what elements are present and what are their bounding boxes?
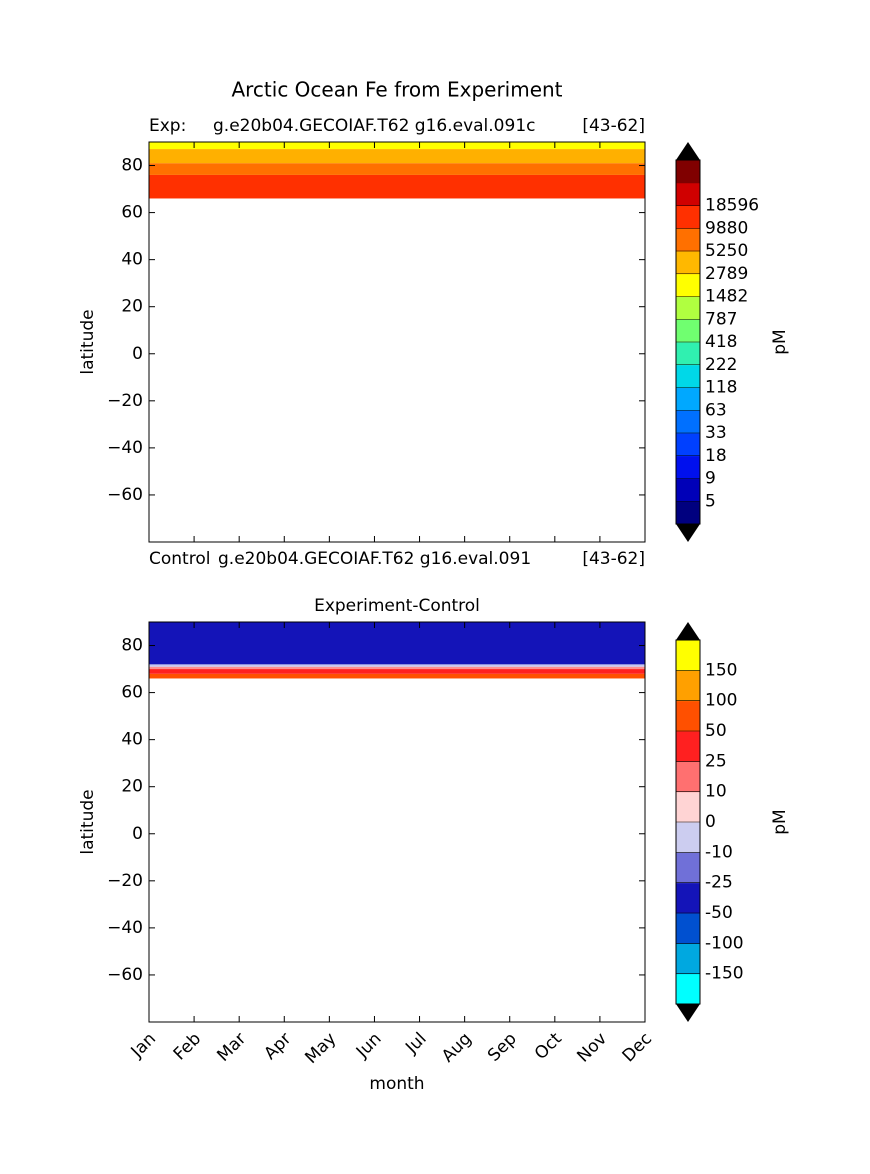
colorbar-tick-label: 150 [705,660,737,680]
y-axis-label: latitude [78,789,98,854]
colorbar-segment [676,342,700,366]
colorbar-segment [676,943,700,975]
contour-band [149,673,645,679]
contour-band [149,669,645,674]
colorbar-segment [676,913,700,944]
colorbar-segment [676,640,700,671]
y-tick-label: −60 [107,485,143,505]
colorbar-segment [676,205,700,229]
y-tick-label: 80 [121,636,143,656]
colorbar-tick-label: 9 [705,469,716,489]
colorbar-segment [676,160,700,184]
colorbar-tick-label: 25 [705,751,727,771]
colorbar-tick-label: 100 [705,691,737,711]
y-tick-label: 0 [132,824,143,844]
colorbar-tick-label: 5250 [705,241,748,261]
colorbar-segment [676,731,700,762]
colorbar-extend [676,142,700,160]
colorbar-tick-label: -100 [705,933,744,953]
y-tick-label: −20 [107,391,143,411]
contour-band [149,142,645,150]
colorbar-extend [676,524,700,542]
x-axis-label: month [369,1074,424,1094]
colorbar-tick-label: 18 [705,446,727,466]
colorbar-segment [676,251,700,275]
figure-title: Arctic Ocean Fe from Experiment [231,78,562,102]
colorbar-segment [676,822,700,853]
y-tick-label: 60 [121,203,143,223]
colorbar-tick-label: -150 [705,964,744,984]
y-tick-label: −40 [107,918,143,938]
colorbar-segment [676,882,700,914]
y-tick-label: 40 [121,730,143,750]
contour-band [149,664,645,667]
colorbar-label: pM [770,329,790,354]
colorbar-extend [676,1004,700,1022]
colorbar-tick-label: -50 [705,903,733,923]
colorbar-label: pM [770,809,790,834]
title: g.e20b04.GECOIAF.T62 g16.eval.091c [213,116,535,136]
colorbar-tick-label: 33 [705,423,727,443]
colorbar-tick-label: 1482 [705,287,748,307]
plot-frame [148,621,646,1023]
y-tick-label: 20 [121,297,143,317]
colorbar-segment [676,319,700,343]
colorbar-segment [676,700,700,732]
title-right: [43-62] [582,116,645,136]
y-axis-label: latitude [78,309,98,374]
colorbar-segment [676,501,700,525]
colorbar-segment [676,791,700,823]
colorbar-segment [676,410,700,434]
colorbar-tick-label: -25 [705,873,733,893]
title: Experiment-Control [314,596,480,616]
contour-band [149,163,645,175]
plot-frame [148,141,646,543]
colorbar-segment [676,433,700,457]
y-tick-label: 0 [132,344,143,364]
colorbar-segment [676,973,700,1005]
colorbar-segment [676,455,700,479]
y-tick-label: 40 [121,250,143,270]
colorbar-segment [676,387,700,411]
y-tick-label: 60 [121,683,143,703]
colorbar-tick-label: 10 [705,782,727,802]
colorbar-tick-label: 63 [705,400,727,420]
y-tick-label: −40 [107,438,143,458]
caption-right: [43-62] [582,549,645,569]
y-tick-label: −20 [107,871,143,891]
colorbar-tick-label: -10 [705,842,733,862]
colorbar-segment [676,478,700,502]
y-tick-label: 80 [121,156,143,176]
colorbar-segment [676,852,700,884]
colorbar-tick-label: 0 [705,812,716,832]
colorbar-tick-label: 5 [705,491,716,511]
caption-left: Control [149,549,210,569]
y-tick-label: −60 [107,965,143,985]
colorbar-tick-label: 2789 [705,264,748,284]
title-left: Exp: [149,116,186,136]
colorbar-tick-label: 418 [705,332,737,352]
contour-band [149,622,645,665]
colorbar-segment [676,182,700,206]
caption: g.e20b04.GECOIAF.T62 g16.eval.091 [218,549,531,569]
colorbar-tick-label: 787 [705,309,737,329]
colorbar-segment [676,761,700,793]
colorbar-tick-label: 9880 [705,218,748,238]
colorbar-segment [676,364,700,388]
colorbar-tick-label: 222 [705,355,737,375]
colorbar-tick-label: 18596 [705,196,759,216]
colorbar-segment [676,296,700,320]
colorbar-segment [676,670,700,702]
colorbar-tick-label: 118 [705,378,737,398]
contour-band [149,174,645,199]
colorbar-tick-label: 50 [705,721,727,741]
y-tick-label: 20 [121,777,143,797]
colorbar-segment [676,273,700,297]
contour-band [149,666,645,670]
contour-band [149,149,645,164]
colorbar-extend [676,622,700,640]
colorbar-segment [676,228,700,252]
